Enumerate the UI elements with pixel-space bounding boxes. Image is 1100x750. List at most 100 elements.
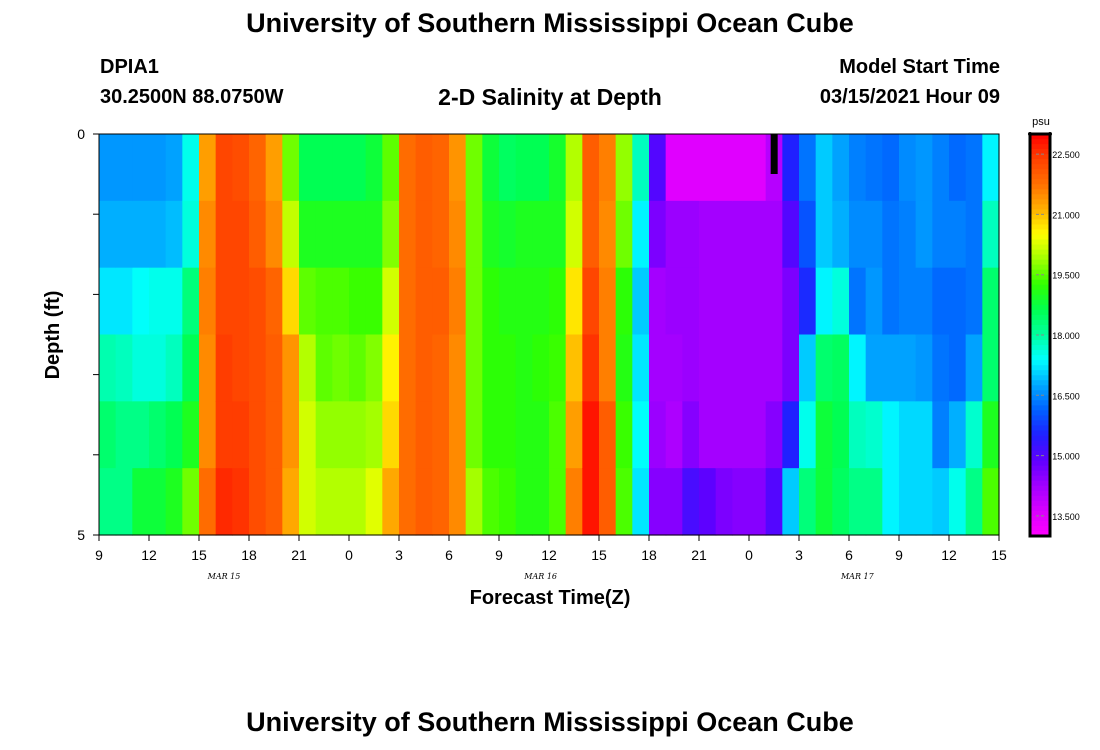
heatmap-cell — [599, 468, 617, 536]
heatmap-cell — [915, 334, 933, 402]
heatmap-cell — [199, 267, 217, 336]
heatmap-cell — [199, 134, 217, 202]
heatmap-cell — [315, 468, 333, 536]
heatmap-cell — [465, 200, 483, 269]
heatmap-cell — [515, 134, 533, 202]
heatmap-cell — [849, 267, 867, 336]
heatmap-cell — [532, 267, 550, 336]
colorbar-swatch — [1030, 319, 1050, 326]
colorbar-swatch — [1030, 480, 1050, 487]
colorbar-swatch — [1030, 345, 1050, 351]
colorbar-swatch — [1030, 149, 1050, 155]
y-tick-label: 0 — [77, 126, 85, 142]
heatmap-cell — [399, 401, 417, 469]
heatmap-cell — [399, 267, 417, 336]
heatmap-cell — [265, 468, 283, 536]
x-tick-label: 0 — [745, 547, 753, 563]
colorbar-swatch — [1030, 229, 1050, 236]
heatmap-cell — [332, 134, 350, 202]
heatmap-cell — [482, 401, 500, 469]
x-tick-label: 21 — [291, 547, 307, 563]
heatmap-cell — [349, 267, 367, 336]
heatmap-cell — [682, 200, 700, 269]
colorbar-swatch — [1030, 395, 1050, 401]
heatmap-cell — [465, 267, 483, 336]
colorbar-swatch — [1030, 259, 1050, 266]
heatmap-cell — [615, 468, 633, 536]
heatmap-cell — [232, 134, 250, 202]
heatmap-cell — [215, 468, 233, 536]
colorbar-swatch — [1030, 244, 1050, 251]
heatmap-cell — [849, 468, 867, 536]
colorbar-swatch — [1030, 500, 1050, 507]
colorbar-tick-label: 16.500 — [1052, 391, 1080, 401]
colorbar-tick-label: 19.500 — [1052, 271, 1080, 281]
colorbar-swatch — [1030, 350, 1050, 356]
colorbar-tick-label: 13.500 — [1052, 512, 1080, 522]
heatmap-cell — [399, 134, 417, 202]
heatmap-cell — [982, 267, 1000, 336]
colorbar-swatch — [1030, 284, 1050, 291]
heatmap-cell — [615, 401, 633, 469]
heatmap-cell — [132, 334, 150, 402]
colorbar-swatch — [1030, 515, 1050, 522]
y-tick-label: 5 — [77, 527, 85, 543]
heatmap-cell — [649, 468, 667, 536]
heatmap-cell — [382, 334, 400, 402]
heatmap-cell — [249, 401, 267, 469]
heatmap-cell — [615, 200, 633, 269]
colorbar-swatch — [1030, 415, 1050, 422]
colorbar-swatch — [1030, 450, 1050, 457]
colorbar-swatch — [1030, 164, 1050, 170]
heatmap-cell — [782, 334, 800, 402]
heatmap-cell — [915, 468, 933, 536]
heatmap-cell — [549, 468, 567, 536]
colorbar-swatch — [1030, 299, 1050, 306]
heatmap-cell — [982, 134, 1000, 202]
x-axis-label: Forecast Time(Z) — [470, 587, 631, 609]
heatmap-cell — [715, 334, 733, 402]
colorbar-swatch — [1030, 355, 1050, 361]
heatmap-cell — [915, 200, 933, 269]
heatmap-cell — [332, 401, 350, 469]
heatmap-cell — [415, 334, 433, 402]
heatmap-cell — [182, 468, 200, 536]
colorbar-swatch — [1030, 505, 1050, 512]
heatmap-cell — [349, 468, 367, 536]
colorbar-swatch — [1030, 209, 1050, 215]
heatmap-cell — [199, 334, 217, 402]
colorbar-swatch — [1030, 159, 1050, 165]
heatmap-cell — [649, 334, 667, 402]
heatmap-cell — [565, 267, 583, 336]
colorbar-swatch — [1030, 420, 1050, 427]
heatmap-cell — [449, 200, 467, 269]
colorbar-swatch — [1030, 314, 1050, 321]
colorbar-swatch — [1030, 309, 1050, 316]
heatmap-cell — [865, 468, 883, 536]
colorbar-swatch — [1030, 340, 1050, 346]
heatmap-cell — [415, 134, 433, 202]
heatmap-cell — [582, 267, 600, 336]
heatmap-cell — [499, 468, 517, 536]
heatmap-cell — [499, 134, 517, 202]
heatmap-cell — [765, 468, 783, 536]
heatmap-cell — [149, 267, 167, 336]
heatmap-cell — [465, 401, 483, 469]
heatmap-cell — [649, 200, 667, 269]
colorbar-swatch — [1030, 465, 1050, 472]
y-axis-label: Depth (ft) — [42, 291, 64, 380]
heatmap-cell — [715, 401, 733, 469]
heatmap-cell — [265, 334, 283, 402]
heatmap-cell — [432, 267, 450, 336]
heatmap-cell — [732, 468, 750, 536]
colorbar-swatch — [1030, 385, 1050, 391]
heatmap-cell — [332, 200, 350, 269]
heatmap-cell — [349, 401, 367, 469]
heatmap-cell — [715, 134, 733, 202]
heatmap-cell — [215, 200, 233, 269]
heatmap-cell — [882, 267, 900, 336]
heatmap-cell — [499, 267, 517, 336]
heatmap-cell — [299, 267, 317, 336]
heatmap-cell — [665, 468, 683, 536]
heatmap-cell — [399, 200, 417, 269]
